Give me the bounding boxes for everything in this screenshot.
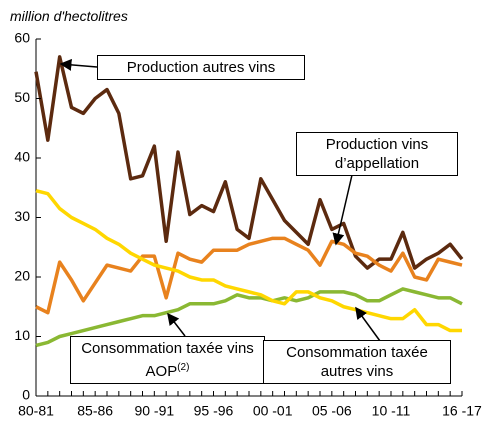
series-label: Consommation taxée autres vins xyxy=(263,340,451,384)
y-tick-label: 30 xyxy=(14,208,30,224)
arrow xyxy=(59,58,98,71)
series-line xyxy=(35,189,462,333)
y-tick-label: 20 xyxy=(14,268,30,284)
series-line xyxy=(34,55,464,270)
y-tick-label: 0 xyxy=(22,387,30,403)
series-label: Production autres vins xyxy=(97,55,305,80)
x-tick-label: 00 -01 xyxy=(253,403,293,419)
series-line xyxy=(35,236,463,315)
x-tick-label: 10 -11 xyxy=(372,403,411,419)
x-tick-label: 90 -91 xyxy=(134,403,174,419)
arrow xyxy=(167,312,186,337)
x-tick-label: 95 -96 xyxy=(194,403,234,419)
y-tick-label: 10 xyxy=(14,327,30,343)
arrow xyxy=(355,306,381,342)
arrow xyxy=(332,174,353,246)
x-tick-label: 05 -06 xyxy=(312,403,352,419)
series-line xyxy=(35,287,463,348)
x-tick-label: 85-86 xyxy=(77,403,113,419)
y-tick-label: 40 xyxy=(14,149,30,165)
y-tick-label: 50 xyxy=(14,89,30,105)
y-tick-label: 60 xyxy=(14,30,30,46)
x-tick-label: 16 -17 xyxy=(442,403,482,419)
y-axis-label: million d'hectolitres xyxy=(10,8,128,24)
series-label: Production vins d’appellation xyxy=(296,132,458,176)
series-label: Consommation taxée vins AOP(2) xyxy=(70,336,265,384)
x-tick-label: 80-81 xyxy=(18,403,54,419)
